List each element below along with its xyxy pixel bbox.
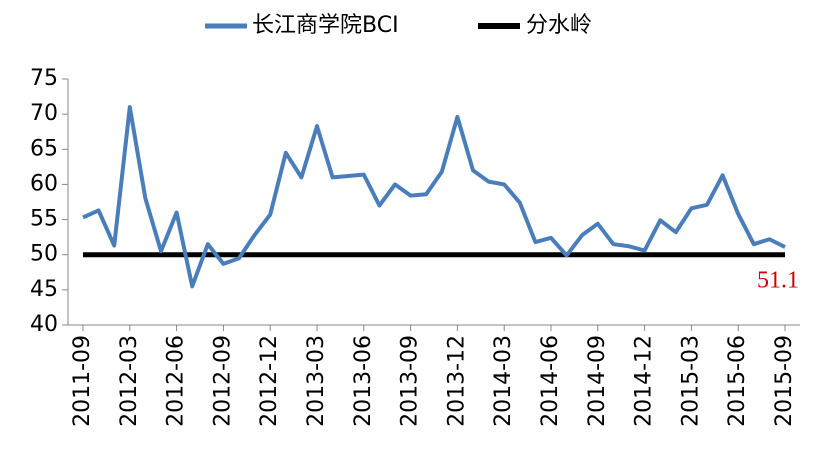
legend-label: 分水岭 <box>526 13 592 38</box>
x-tick-label: 2012-09 <box>210 335 235 427</box>
series-line <box>82 105 786 289</box>
x-tick-label: 2012-06 <box>164 335 189 427</box>
legend-label: 长江商学院BCI <box>252 13 399 38</box>
y-tick-label: 50 <box>30 242 58 267</box>
x-tick-label: 2011-09 <box>70 335 95 427</box>
y-tick-label: 40 <box>30 312 58 337</box>
x-tick-label: 2015-03 <box>678 335 703 427</box>
x-tick-label: 2015-06 <box>725 335 750 427</box>
y-tick-label: 45 <box>30 277 58 302</box>
x-tick-label: 2014-06 <box>538 335 563 427</box>
x-tick-label: 2014-12 <box>632 335 657 427</box>
y-tick-label: 75 <box>30 66 58 91</box>
x-tick-label: 2012-03 <box>117 335 142 427</box>
annotation: 51.1 <box>757 268 799 294</box>
x-tick-label: 2014-03 <box>491 335 516 427</box>
x-tick-label: 2013-03 <box>304 335 329 427</box>
x-tick-label: 2013-09 <box>398 335 423 427</box>
y-tick-label: 65 <box>30 136 58 161</box>
x-tick-label: 2012-12 <box>257 335 282 427</box>
y-tick-label: 55 <box>30 207 58 232</box>
x-tick-label: 2015-09 <box>772 335 797 427</box>
x-tick-label: 2013-06 <box>351 335 376 427</box>
x-tick-label: 2013-12 <box>444 335 469 427</box>
y-tick-label: 70 <box>30 101 58 126</box>
x-tick-label: 2014-09 <box>585 335 610 427</box>
y-tick-label: 60 <box>30 171 58 196</box>
